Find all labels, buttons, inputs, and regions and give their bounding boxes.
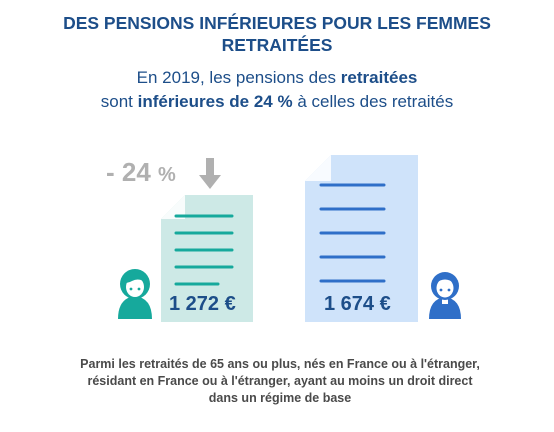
subtitle-text: à celles des retraités — [292, 92, 454, 111]
gap-percentage: - 24 % — [106, 157, 176, 190]
page-title: DES PENSIONS INFÉRIEURES POUR LES FEMMES… — [0, 12, 554, 56]
woman-avatar-icon — [118, 269, 152, 319]
gap-value: - 24 — [106, 157, 151, 187]
down-arrow-icon — [199, 158, 221, 189]
man-avatar-icon — [429, 272, 461, 319]
women-pension-amount: 1 272 € — [169, 293, 236, 315]
subtitle-emphasis: inférieures de 24 % — [137, 92, 293, 111]
subtitle-line-1: En 2019, les pensions des retraitées — [0, 66, 554, 90]
subtitle-text: sont — [100, 92, 138, 111]
subtitle-emphasis: retraitées — [340, 68, 418, 87]
gap-unit: % — [158, 164, 176, 186]
subtitle-text: En 2019, les pensions des — [136, 68, 341, 87]
footnote-line-3: dans un régime de base — [208, 391, 352, 405]
men-pension-amount: 1 674 € — [324, 293, 391, 315]
footnote-line-2: résidant en France ou à l'étranger, ayan… — [87, 374, 473, 388]
footnote: Parmi les retraités de 65 ans ou plus, n… — [50, 356, 510, 407]
footnote-line-1: Parmi les retraités de 65 ans ou plus, n… — [80, 357, 480, 371]
title-line-1: DES PENSIONS INFÉRIEURES POUR LES FEMMES — [63, 13, 491, 33]
men-pension-document-icon — [305, 155, 418, 322]
subtitle: En 2019, les pensions des retraitées son… — [0, 66, 554, 114]
title-line-2: RETRAITÉES — [221, 35, 333, 55]
subtitle-line-2: sont inférieures de 24 % à celles des re… — [0, 90, 554, 114]
women-pension-document-icon — [161, 195, 253, 322]
